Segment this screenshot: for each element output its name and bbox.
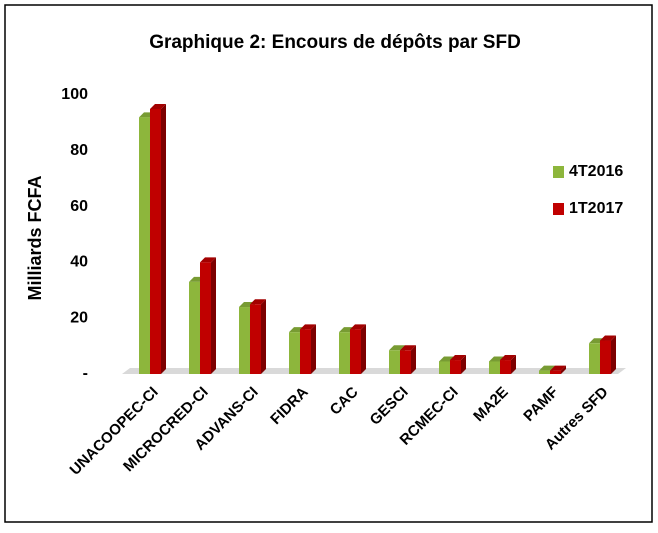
bar [389, 350, 400, 374]
bar-top [600, 335, 616, 341]
bar-side [511, 355, 516, 374]
legend-swatch [553, 203, 564, 215]
y-axis-title: Milliards FCFA [25, 175, 45, 300]
bar-top [350, 324, 366, 330]
bar-top [150, 103, 166, 109]
frame [4, 4, 653, 523]
bar-side [461, 355, 466, 374]
bar [339, 332, 350, 374]
legend-label: 1T2017 [569, 200, 623, 217]
bar-side [311, 324, 316, 374]
bar [150, 108, 161, 374]
bar [589, 343, 600, 374]
bar [500, 360, 511, 374]
bar [539, 370, 550, 374]
bar [289, 332, 300, 374]
bar-top [200, 257, 216, 263]
y-tick-label: 20 [70, 309, 88, 326]
bar-top [450, 355, 466, 361]
y-tick-label: 80 [70, 142, 88, 159]
bar [450, 360, 461, 374]
bar [489, 361, 500, 374]
bar-side [211, 257, 216, 374]
legend-label: 4T2016 [569, 163, 623, 180]
bar-side [161, 103, 166, 374]
y-tick-label: 40 [70, 254, 88, 271]
y-tick-label: - [83, 365, 88, 382]
chart-title: Graphique 2: Encours de dépôts par SFD [149, 32, 521, 53]
bar-top [400, 345, 416, 351]
y-tick-label: 100 [61, 86, 88, 103]
bar-top [300, 324, 316, 330]
bar [189, 281, 200, 374]
bar [239, 307, 250, 374]
bar-side [361, 324, 366, 374]
y-tick-label: 60 [70, 198, 88, 215]
bar [139, 117, 150, 374]
bar [300, 329, 311, 374]
bar-top [389, 345, 405, 351]
bar [439, 361, 450, 374]
bar-side [261, 299, 266, 374]
legend-swatch [553, 166, 564, 178]
bar [200, 262, 211, 374]
bar-side [561, 365, 566, 374]
bar [400, 350, 411, 374]
bar-top [550, 365, 566, 371]
bar [600, 340, 611, 374]
bar [550, 370, 561, 374]
bar-top [500, 355, 516, 361]
bar [350, 329, 361, 374]
bar-side [611, 335, 616, 374]
bar-top [539, 365, 555, 371]
bar-top [250, 299, 266, 305]
bar [250, 304, 261, 374]
bar-side [411, 345, 416, 374]
